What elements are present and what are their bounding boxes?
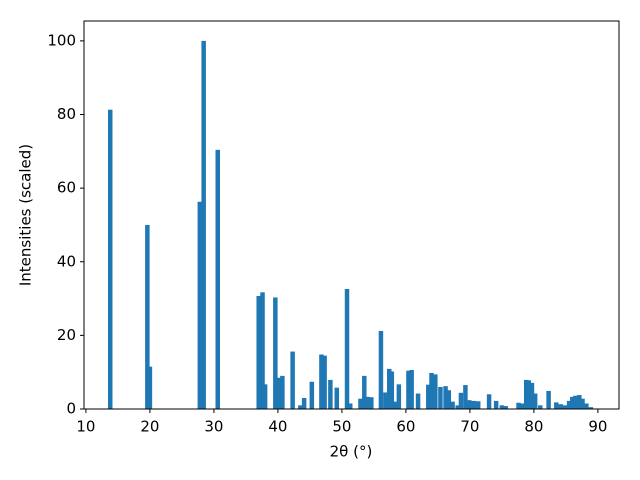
y-tick-label: 80 bbox=[57, 105, 76, 123]
bar bbox=[328, 379, 333, 409]
bar bbox=[392, 401, 398, 409]
bar bbox=[347, 403, 353, 409]
bar bbox=[409, 369, 414, 409]
y-tick-label: 0 bbox=[66, 400, 76, 418]
bar bbox=[475, 401, 481, 409]
x-axis-label: 2θ (°) bbox=[330, 443, 373, 461]
bar bbox=[558, 404, 564, 409]
x-tick-label: 90 bbox=[588, 418, 607, 436]
bar bbox=[215, 149, 220, 409]
bar bbox=[344, 288, 350, 409]
bar bbox=[458, 392, 464, 409]
bar bbox=[396, 384, 402, 409]
bar bbox=[486, 394, 492, 409]
bar bbox=[145, 224, 150, 409]
bar bbox=[503, 406, 508, 409]
x-tick-label: 30 bbox=[204, 418, 223, 436]
bar bbox=[566, 400, 572, 409]
x-tick-label: 10 bbox=[76, 418, 95, 436]
bar bbox=[563, 405, 568, 409]
bar bbox=[450, 401, 455, 409]
bar bbox=[577, 395, 582, 409]
bar bbox=[298, 405, 303, 409]
bar bbox=[107, 109, 113, 409]
bar bbox=[358, 398, 363, 409]
bar bbox=[580, 398, 585, 409]
y-tick-label: 60 bbox=[57, 179, 76, 197]
bar bbox=[260, 292, 265, 409]
bar bbox=[573, 395, 578, 409]
x-tick-label: 20 bbox=[140, 418, 159, 436]
bar bbox=[389, 371, 395, 409]
bar bbox=[262, 384, 268, 409]
bar bbox=[309, 381, 315, 409]
bar bbox=[290, 351, 295, 409]
bar bbox=[426, 384, 431, 409]
bar bbox=[499, 405, 505, 409]
x-tick-label: 80 bbox=[524, 418, 543, 436]
bar bbox=[471, 400, 476, 409]
bar bbox=[554, 402, 559, 409]
bar bbox=[378, 330, 384, 409]
bar bbox=[584, 403, 589, 409]
bar bbox=[369, 397, 374, 409]
bar bbox=[276, 377, 282, 409]
bar bbox=[406, 370, 411, 409]
bar bbox=[429, 372, 434, 409]
bar bbox=[201, 40, 206, 409]
bar bbox=[273, 297, 278, 409]
bar bbox=[463, 385, 468, 409]
x-tick-label: 60 bbox=[396, 418, 415, 436]
bar bbox=[570, 396, 575, 409]
bar bbox=[455, 405, 460, 409]
bar bbox=[538, 405, 543, 409]
bar bbox=[322, 355, 327, 409]
bar bbox=[280, 375, 285, 409]
bar bbox=[334, 387, 340, 409]
bar bbox=[516, 402, 521, 409]
bar bbox=[197, 201, 203, 409]
bar bbox=[415, 393, 421, 409]
y-tick-label: 20 bbox=[57, 326, 76, 344]
x-tick-label: 50 bbox=[332, 418, 351, 436]
bar bbox=[301, 397, 307, 409]
bar bbox=[433, 374, 438, 409]
bar bbox=[529, 382, 535, 409]
bar bbox=[147, 366, 153, 409]
bar bbox=[383, 392, 388, 409]
y-axis-label: Intensities (scaled) bbox=[17, 144, 35, 286]
bar bbox=[319, 354, 324, 409]
y-tick-label: 100 bbox=[47, 31, 76, 49]
bar bbox=[493, 400, 499, 409]
bar bbox=[438, 386, 443, 409]
bar bbox=[446, 390, 452, 409]
bar bbox=[546, 390, 551, 409]
y-tick-label: 40 bbox=[57, 252, 76, 270]
bar bbox=[532, 393, 538, 409]
bar bbox=[387, 368, 392, 409]
bar bbox=[362, 375, 367, 409]
bar bbox=[526, 380, 532, 409]
bar bbox=[256, 295, 261, 409]
bar bbox=[523, 379, 529, 409]
x-tick-label: 40 bbox=[268, 418, 287, 436]
bar bbox=[588, 407, 594, 409]
bar bbox=[365, 396, 370, 409]
bar bbox=[520, 403, 525, 409]
plot-frame bbox=[83, 20, 620, 410]
x-tick-label: 70 bbox=[460, 418, 479, 436]
bar bbox=[443, 386, 448, 409]
bar bbox=[467, 400, 472, 409]
